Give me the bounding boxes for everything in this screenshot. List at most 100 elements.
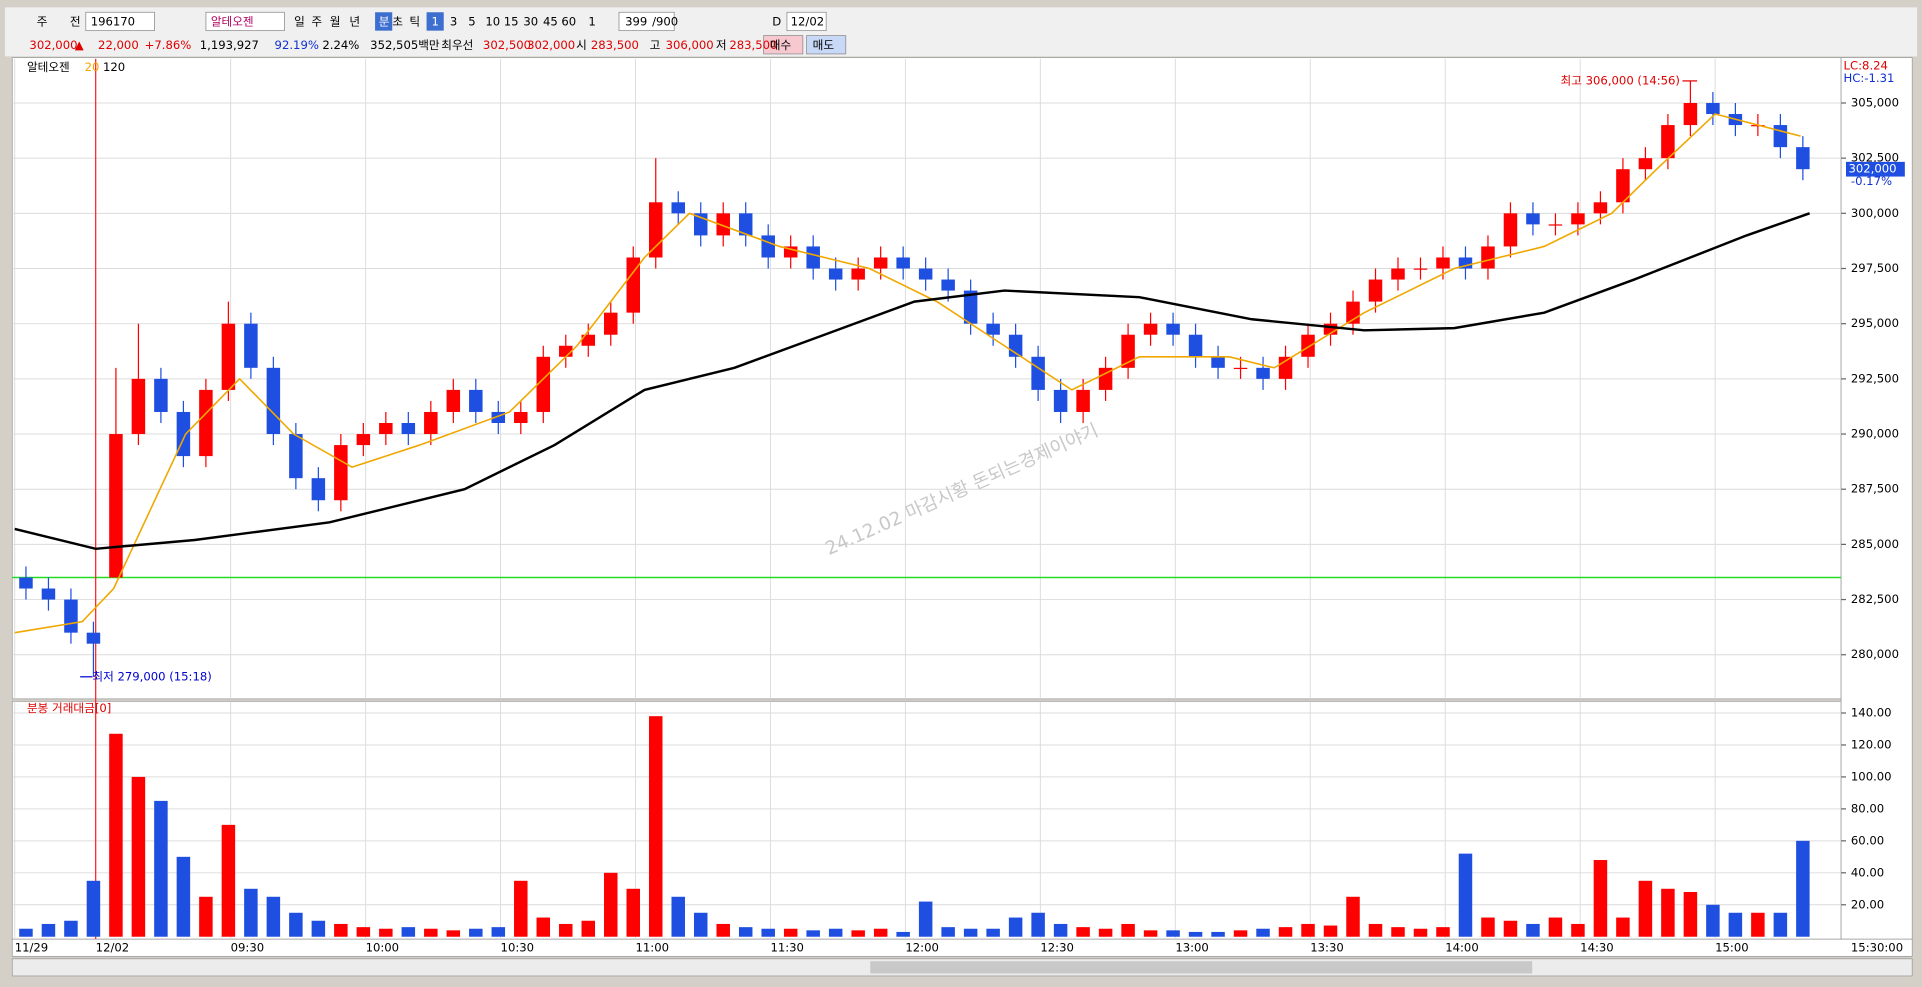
moving-average — [14, 113, 1801, 634]
sell-button[interactable] — [806, 35, 847, 55]
volume-bar — [244, 888, 258, 937]
candle-body — [671, 202, 685, 214]
volume-bar — [896, 931, 910, 937]
date-input[interactable] — [786, 11, 827, 32]
toolbar-item: 주 — [311, 15, 322, 29]
toolbar-info: 302,000 — [527, 38, 575, 52]
last-price-box — [1846, 161, 1905, 177]
volume-bar — [806, 930, 820, 937]
volume-bar — [559, 923, 573, 937]
toolbar-info: 283,500 — [729, 38, 777, 52]
volume-bar — [1301, 923, 1315, 937]
candle-body — [806, 246, 820, 269]
candle-body — [828, 268, 843, 280]
volume-bar — [334, 923, 348, 937]
toolbar-item: 전 — [70, 15, 81, 29]
volume-bar — [424, 928, 438, 937]
toolbar-info: +7.86% — [145, 38, 192, 52]
y-tick-label: 60.00 — [1851, 833, 1884, 847]
toolbar-item: 45 — [543, 15, 558, 29]
volume-bar — [1256, 928, 1270, 937]
x-tick-label: 11/29 — [15, 940, 49, 954]
name-input[interactable] — [205, 11, 285, 32]
candle-body — [64, 599, 78, 633]
candle-body — [536, 356, 551, 412]
candle-body — [154, 378, 168, 412]
volume-bar — [873, 928, 888, 937]
candle-body — [19, 577, 33, 589]
toolbar-item: 12/02 — [791, 15, 825, 29]
volume-bar — [1166, 930, 1180, 937]
y-tick-label: 292,500 — [1851, 371, 1899, 385]
volume-bar — [1526, 923, 1540, 937]
buy-button[interactable] — [763, 35, 804, 55]
candle-body — [648, 202, 663, 258]
volume-bar — [1143, 930, 1158, 937]
toolbar-item: 년 — [349, 15, 360, 29]
selected-button[interactable] — [375, 12, 393, 31]
volume-title: 분봉 거래대금[0] — [27, 701, 111, 715]
candle-body — [761, 235, 775, 258]
volume-bar — [86, 880, 101, 937]
toolbar-info: 시 — [576, 38, 587, 52]
candle-body — [514, 411, 528, 423]
candle-body — [1211, 356, 1225, 368]
toolbar-item: D — [772, 15, 781, 29]
candle-body — [559, 345, 573, 357]
annotation: 최저 279,000 (15:18) — [92, 669, 211, 683]
volume-bar — [514, 880, 528, 937]
candle-body — [1076, 389, 1090, 412]
volume-bar — [1233, 930, 1248, 937]
candle-body — [1616, 169, 1630, 203]
candle-body — [1143, 323, 1158, 335]
candle-body — [1188, 334, 1203, 357]
volume-pane — [11, 700, 1842, 940]
volume-bar — [1458, 853, 1473, 937]
candle-body — [446, 389, 461, 412]
toolbar-info: 302,000 — [29, 38, 77, 52]
candle-body — [1233, 367, 1248, 370]
candle-body — [1256, 367, 1270, 379]
volume-bar — [1616, 917, 1630, 937]
corner-label: LC:8.24 — [1844, 59, 1888, 73]
volume-bar — [604, 872, 618, 937]
count-input[interactable] — [618, 11, 675, 32]
volume-bar — [266, 896, 281, 937]
volume-bar — [1593, 860, 1608, 937]
candle-body — [604, 312, 618, 335]
candle-body — [131, 378, 146, 435]
selected-button[interactable] — [426, 12, 444, 31]
candle-body — [851, 268, 865, 280]
x-tick-label: 14:30 — [1580, 940, 1614, 954]
y-tick-label: 280,000 — [1851, 647, 1899, 661]
volume-bar — [828, 928, 843, 937]
scroll-thumb[interactable] — [870, 961, 1533, 974]
volume-bar — [581, 920, 596, 937]
candle-body — [379, 423, 393, 435]
y-tick-label: 300,000 — [1851, 206, 1899, 220]
candle-body — [1031, 356, 1045, 390]
annotation: 최고 306,000 (14:56) — [1561, 73, 1680, 87]
legend-title: 알테오젠 — [27, 60, 70, 74]
y-tick-label: 80.00 — [1851, 801, 1884, 815]
candle-body — [986, 323, 1000, 335]
candle-body — [334, 445, 348, 501]
volume-bar — [671, 896, 685, 937]
volume-bar — [199, 896, 213, 937]
toolbar-item: 10 — [485, 15, 500, 29]
y-tick-label: 140.00 — [1851, 705, 1892, 719]
volume-bar — [1638, 880, 1653, 937]
candle-body — [41, 588, 56, 600]
volume-bar — [109, 733, 123, 937]
toolbar-item: 399 — [625, 15, 647, 29]
volume-bar — [783, 928, 798, 937]
volume-bar — [1121, 923, 1135, 937]
volume-bar — [154, 800, 168, 937]
candle-body — [221, 323, 236, 390]
candle-body — [401, 423, 416, 435]
y-tick-label: 302,500 — [1851, 151, 1899, 165]
toolbar-item: 1 — [431, 15, 438, 29]
code-input[interactable] — [85, 11, 155, 32]
candle-body — [1593, 202, 1608, 214]
